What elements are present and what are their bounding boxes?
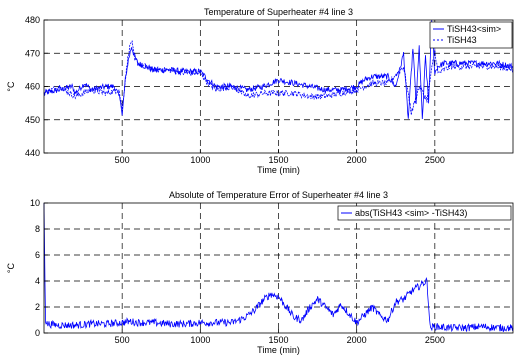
x-tick-label: 1500: [268, 335, 288, 345]
legend-box: [429, 21, 513, 49]
legend: abs(TiSH43 <sim> -TiSH43): [337, 205, 512, 221]
y-tick-label: 450: [25, 115, 40, 125]
y-tick-label: 6: [35, 250, 40, 260]
y-tick-label: 440: [25, 148, 40, 158]
x-tick-label: 1500: [268, 155, 288, 165]
x-tick-label: 2500: [425, 335, 445, 345]
legend-label-1: TiSH43<sim>: [447, 24, 501, 34]
series-line-1: [43, 19, 514, 120]
legend: TiSH43<sim>TiSH43: [429, 21, 513, 49]
y-tick-label: 480: [25, 15, 40, 25]
chart-panel-1: 500 1000 1500 2000 2500 440 450 460 470 480 Temper…: [6, 7, 514, 175]
x-tick-label: 500: [115, 155, 130, 165]
x-axis-label: Time (min): [257, 345, 300, 355]
series-line-1: [43, 202, 514, 333]
x-tick-label: 500: [115, 335, 130, 345]
legend-label-2: TiSH43: [447, 35, 477, 45]
legend-box: [337, 205, 512, 221]
x-axis-label: Time (min): [257, 165, 300, 175]
x-tick-label: 1000: [190, 335, 210, 345]
x-tick-label: 2500: [425, 155, 445, 165]
series-line-2: [43, 40, 514, 116]
legend-label-1: abs(TiSH43 <sim> -TiSH43): [355, 208, 467, 218]
y-axis-label: °C: [6, 81, 16, 92]
x-tick-label: 2000: [347, 335, 367, 345]
y-tick-label: 460: [25, 82, 40, 92]
chart-title: Temperature of Superheater #4 line 3: [204, 7, 353, 17]
y-tick-label: 0: [35, 328, 40, 338]
y-tick-label: 8: [35, 224, 40, 234]
y-tick-label: 2: [35, 302, 40, 312]
y-tick-label: 10: [30, 198, 40, 208]
chart-title: Absolute of Temperature Error of Superhe…: [169, 190, 388, 200]
y-axis-label: °C: [6, 262, 16, 273]
x-tick-label: 2000: [347, 155, 367, 165]
y-tick-label: 4: [35, 276, 40, 286]
y-tick-label: 470: [25, 48, 40, 58]
chart-panel-2: 500 1000 1500 2000 2500 0 2 4 6 8 10 Absolute of Te…: [6, 190, 514, 355]
x-tick-label: 1000: [190, 155, 210, 165]
